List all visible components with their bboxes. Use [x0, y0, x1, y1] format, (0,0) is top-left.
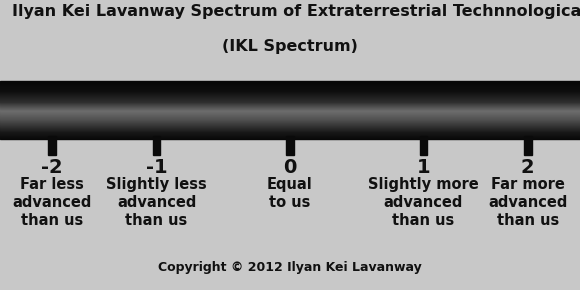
Bar [0, 104, 580, 105]
Text: Copyright © 2012 Ilyan Kei Lavanway: Copyright © 2012 Ilyan Kei Lavanway [158, 261, 422, 274]
Bar [0, 126, 580, 128]
Text: 1: 1 [416, 158, 430, 177]
Bar [420, 136, 427, 155]
Bar [48, 136, 56, 155]
Bar [0, 90, 580, 91]
Bar [0, 83, 580, 84]
Text: (IKL Spectrum): (IKL Spectrum) [222, 39, 358, 54]
Bar [0, 125, 580, 126]
Text: Far less
advanced
than us: Far less advanced than us [13, 177, 92, 228]
Bar [0, 115, 580, 116]
Bar [0, 100, 580, 101]
Bar [0, 118, 580, 119]
Bar [0, 132, 580, 133]
Text: -2: -2 [41, 158, 63, 177]
Bar [0, 136, 580, 137]
Bar [0, 94, 580, 95]
Bar [0, 82, 580, 83]
Bar [0, 106, 580, 107]
Bar [0, 117, 580, 118]
Bar [0, 88, 580, 89]
Bar [0, 122, 580, 123]
Text: Slightly less
advanced
than us: Slightly less advanced than us [106, 177, 207, 228]
Bar [0, 111, 580, 112]
Bar [0, 123, 580, 124]
Text: Far more
advanced
than us: Far more advanced than us [488, 177, 567, 228]
Bar [0, 85, 580, 86]
Text: 0: 0 [283, 158, 297, 177]
Bar [0, 84, 580, 85]
Bar [0, 114, 580, 115]
Bar [0, 81, 580, 82]
Bar [0, 99, 580, 101]
Bar [287, 136, 293, 155]
Bar [0, 86, 580, 87]
Bar [0, 119, 580, 120]
Bar [0, 129, 580, 130]
Text: 2: 2 [521, 158, 535, 177]
Bar [0, 130, 580, 131]
Bar [0, 97, 580, 99]
Bar [0, 128, 580, 130]
Text: Equal
to us: Equal to us [267, 177, 313, 210]
Bar [0, 113, 580, 114]
Bar [0, 121, 580, 122]
Bar [0, 131, 580, 133]
Bar [0, 124, 580, 125]
Bar [0, 116, 580, 117]
Text: Slightly more
advanced
than us: Slightly more advanced than us [368, 177, 478, 228]
Bar [524, 136, 532, 155]
Bar [0, 138, 580, 139]
Bar [0, 95, 580, 96]
Bar [0, 89, 580, 90]
Bar [0, 103, 580, 104]
Bar [0, 108, 580, 109]
Bar [0, 102, 580, 104]
Bar [0, 126, 580, 127]
Bar [0, 97, 580, 98]
Bar [153, 136, 160, 155]
Bar [0, 93, 580, 94]
Bar [0, 96, 580, 97]
Bar [0, 112, 580, 113]
Bar [0, 120, 580, 121]
Bar [0, 105, 580, 106]
Bar [0, 107, 580, 108]
Bar [0, 135, 580, 136]
Bar [0, 109, 580, 110]
Bar [0, 110, 580, 111]
Bar [0, 137, 580, 138]
Bar [0, 87, 580, 88]
Bar [0, 133, 580, 134]
Text: Ilyan Kei Lavanway Spectrum of Extraterrestrial Technnological Advancement: Ilyan Kei Lavanway Spectrum of Extraterr… [12, 4, 580, 19]
Text: -1: -1 [146, 158, 168, 177]
Bar [0, 134, 580, 135]
Bar [0, 91, 580, 92]
Bar [0, 92, 580, 93]
